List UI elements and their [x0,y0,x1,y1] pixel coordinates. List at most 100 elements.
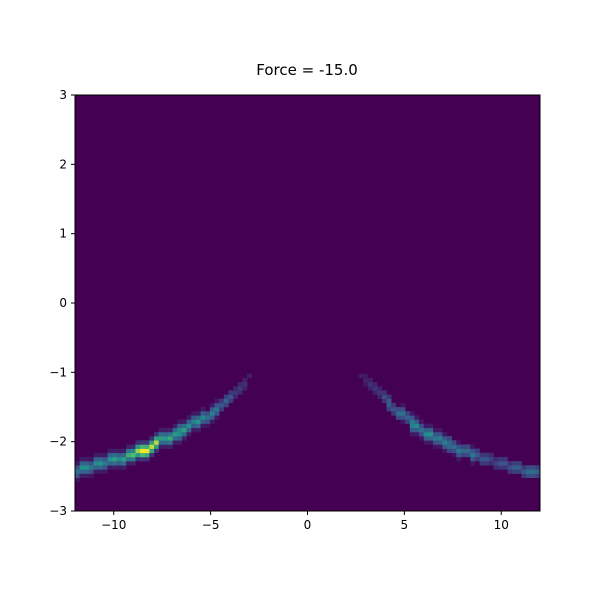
heatmap-cell [451,448,457,454]
heatmap-cell [158,436,164,441]
heatmap-cell [433,436,438,441]
heatmap-cell [200,411,206,416]
heatmap-cell [93,465,99,470]
heatmap-cell [214,398,220,404]
heatmap-cell [423,427,429,433]
heatmap-cell [437,427,443,433]
heatmap-cell [484,452,490,458]
heatmap-cell [419,419,425,424]
heatmap-cell [233,386,239,391]
heatmap-cell [219,402,225,408]
heatmap-cell [172,440,178,445]
heatmap-cell [381,398,387,404]
heatmap-cell [75,461,80,466]
heatmap-cell [442,448,448,454]
heatmap-cell [149,448,155,454]
heatmap-cell [121,465,127,470]
heatmap-cell [228,398,234,404]
heatmap-cell [465,448,471,454]
heatmap-cell [172,436,178,441]
heatmap-cell [391,411,397,416]
heatmap-cell [237,390,243,395]
heatmap-cell [391,402,397,408]
heatmap-cell [200,407,206,412]
heatmap-cell [181,423,187,429]
heatmap-cell [470,444,476,449]
heatmap-cell [237,386,243,391]
heatmap-cell [84,461,90,466]
heatmap-cell [493,465,499,470]
heatmap-cell [419,427,425,433]
heatmap-cell [154,440,159,445]
heatmap-cell [126,444,132,449]
x-tick-label: −10 [101,518,126,532]
heatmap-cell [163,427,169,433]
heatmap-cell [507,469,513,474]
heatmap-cell [214,411,220,416]
x-axis: −10 −5 0 5 10 [101,511,509,532]
heatmap-cell [107,465,113,470]
heatmap-cell [437,444,443,449]
heatmap-cell [200,423,206,429]
heatmap-cell [223,402,229,408]
heatmap-cell [112,456,118,462]
heatmap-cell [405,411,411,416]
heatmap-cell [177,431,183,437]
heatmap-cell [158,440,164,445]
heatmap-cell [209,411,215,416]
heatmap-cell [163,444,169,449]
heatmap-cell [195,415,201,420]
heatmap-cell [377,390,383,395]
heatmap-cell [516,465,522,470]
heatmap-cell [405,419,411,424]
heatmap-cell [172,431,178,437]
heatmap-cell [507,461,513,466]
heatmap-cell [88,473,94,479]
heatmap-cell [168,444,173,449]
heatmap-cell [530,469,536,474]
heatmap-cell [191,423,197,429]
heatmap-cell [502,461,508,466]
heatmap-cell [116,452,122,458]
heatmap-cell [172,423,178,429]
heatmap-cell [470,448,476,454]
heatmap-cell [498,465,504,470]
heatmap-cell [135,444,141,449]
heatmap-cell [521,473,527,479]
heatmap-cell [116,448,122,454]
heatmap-cell [363,382,369,387]
heatmap-cell [168,431,173,437]
heatmap-cell [93,456,99,462]
heatmap-cell [460,452,466,458]
heatmap-cell [191,419,197,424]
heatmap-cell [409,415,415,420]
heatmap-cell [409,427,415,433]
heatmap-cell [84,465,90,470]
heatmap-cell [88,456,94,462]
heatmap-cell [93,469,99,474]
chart-title: Force = -15.0 [256,61,358,79]
heatmap-cell [186,415,192,420]
heatmap-cell [498,461,504,466]
heatmap-cell [135,448,141,454]
heatmap-cell [107,448,113,454]
heatmap-cell [400,407,406,412]
heatmap-cell [465,444,471,449]
heatmap-cell [512,461,518,466]
heatmap-cell [474,452,480,458]
heatmap-cell [130,452,136,458]
heatmap-cell [98,452,104,458]
heatmap-cell [79,456,85,462]
heatmap-cell [205,419,211,424]
heatmap-cell [465,452,471,458]
heatmap-cell [126,461,132,466]
heatmap-cell [126,456,132,462]
heatmap-cell [149,444,155,449]
heatmap-cell [195,419,201,424]
heatmap-cell [470,452,476,458]
heatmap-cell [535,469,541,474]
heatmap-cell [205,415,211,420]
heatmap-cell [535,465,541,470]
heatmap-cell [177,419,183,424]
